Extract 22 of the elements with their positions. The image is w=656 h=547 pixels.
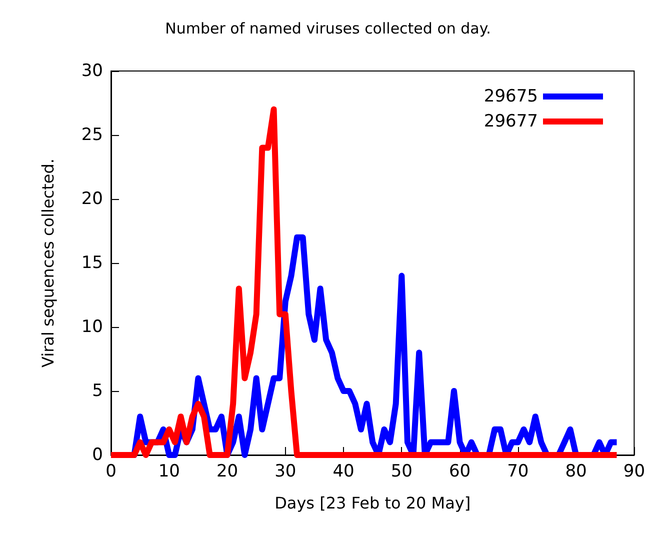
y-tick-label: 30 bbox=[81, 61, 103, 81]
x-tick-label: 30 bbox=[274, 462, 296, 482]
y-tick-label: 10 bbox=[81, 317, 103, 337]
x-tick-label: 0 bbox=[106, 462, 116, 482]
x-tick-label: 70 bbox=[507, 462, 529, 482]
y-tick-label: 5 bbox=[92, 381, 103, 401]
y-tick-label: 20 bbox=[81, 189, 103, 209]
x-tick-label: 90 bbox=[623, 462, 646, 482]
chart-title: Number of named viruses collected on day. bbox=[165, 20, 491, 38]
x-axis-title: Days [23 Feb to 20 May] bbox=[274, 494, 471, 512]
y-tick-label: 25 bbox=[81, 125, 103, 145]
y-tick-label: 15 bbox=[81, 253, 103, 273]
x-tick-label: 50 bbox=[390, 462, 412, 482]
legend-label: 29677 bbox=[484, 112, 538, 132]
legend-label: 29675 bbox=[484, 86, 538, 106]
x-tick-label: 40 bbox=[332, 462, 354, 482]
x-tick-label: 10 bbox=[158, 462, 180, 482]
x-tick-label: 60 bbox=[448, 462, 471, 482]
y-axis-title: Viral sequences collected. bbox=[38, 158, 58, 368]
x-tick-label: 80 bbox=[565, 462, 587, 482]
y-tick-label: 0 bbox=[92, 445, 103, 465]
x-tick-label: 20 bbox=[216, 462, 238, 482]
